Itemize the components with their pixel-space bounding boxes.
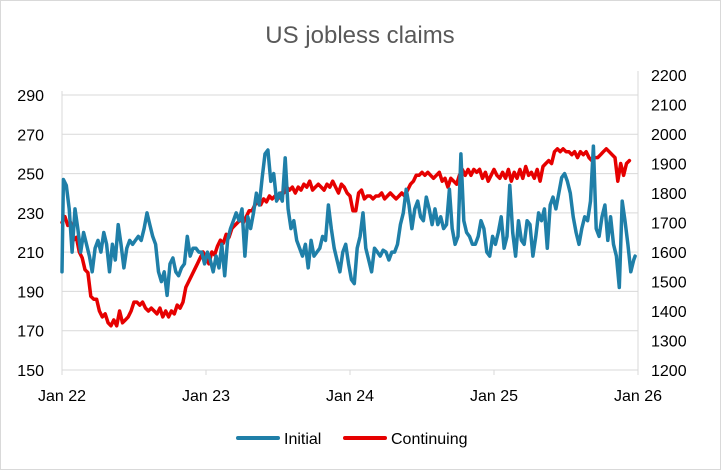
left-tick-label: 210	[17, 245, 44, 262]
x-tick-label: Jan 26	[614, 388, 662, 405]
x-tick-label: Jan 24	[326, 388, 374, 405]
left-tick-label: 250	[17, 167, 44, 184]
left-tick-label: 150	[17, 363, 44, 380]
gridlines	[62, 94, 638, 332]
series-line-initial	[60, 144, 637, 298]
left-tick-label: 190	[17, 284, 44, 301]
right-tick-label: 2100	[651, 98, 687, 115]
right-tick-label: 1600	[651, 245, 687, 262]
right-tick-label: 1400	[651, 304, 687, 321]
right-axis-ticks: 1200 1300 1400 1500 1600 1700 1800 1900 2000 2100…	[651, 68, 687, 380]
right-tick-label: 1300	[651, 334, 687, 351]
right-tick-label: 1800	[651, 186, 687, 203]
left-tick-label: 230	[17, 206, 44, 223]
legend: Initial Continuing	[236, 431, 468, 448]
right-tick-label: 1500	[651, 275, 687, 292]
x-tick-label: Jan 23	[182, 388, 230, 405]
series-line-continuing	[60, 147, 632, 328]
series-lines	[60, 144, 637, 328]
x-axis-ticks: Jan 22 Jan 23 Jan 24 Jan 25 Jan 26	[38, 370, 662, 405]
legend-label-initial: Initial	[284, 431, 321, 448]
left-tick-label: 290	[17, 88, 44, 105]
x-tick-label: Jan 22	[38, 388, 86, 405]
left-tick-label: 170	[17, 324, 44, 341]
right-tick-label: 2200	[651, 68, 687, 85]
chart-title: US jobless claims	[265, 22, 454, 49]
right-tick-label: 1900	[651, 157, 687, 174]
right-tick-label: 1700	[651, 216, 687, 233]
x-tick-label: Jan 25	[470, 388, 518, 405]
left-tick-label: 270	[17, 127, 44, 144]
legend-label-continuing: Continuing	[391, 431, 468, 448]
right-tick-label: 1200	[651, 363, 687, 380]
right-tick-label: 2000	[651, 127, 687, 144]
left-axis-ticks: 150 170 190 210 230 250 270 290	[17, 88, 44, 380]
